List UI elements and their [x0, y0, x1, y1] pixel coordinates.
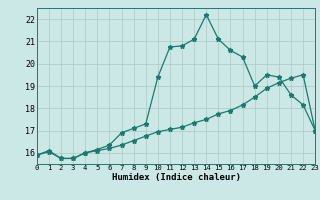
X-axis label: Humidex (Indice chaleur): Humidex (Indice chaleur)	[111, 173, 241, 182]
